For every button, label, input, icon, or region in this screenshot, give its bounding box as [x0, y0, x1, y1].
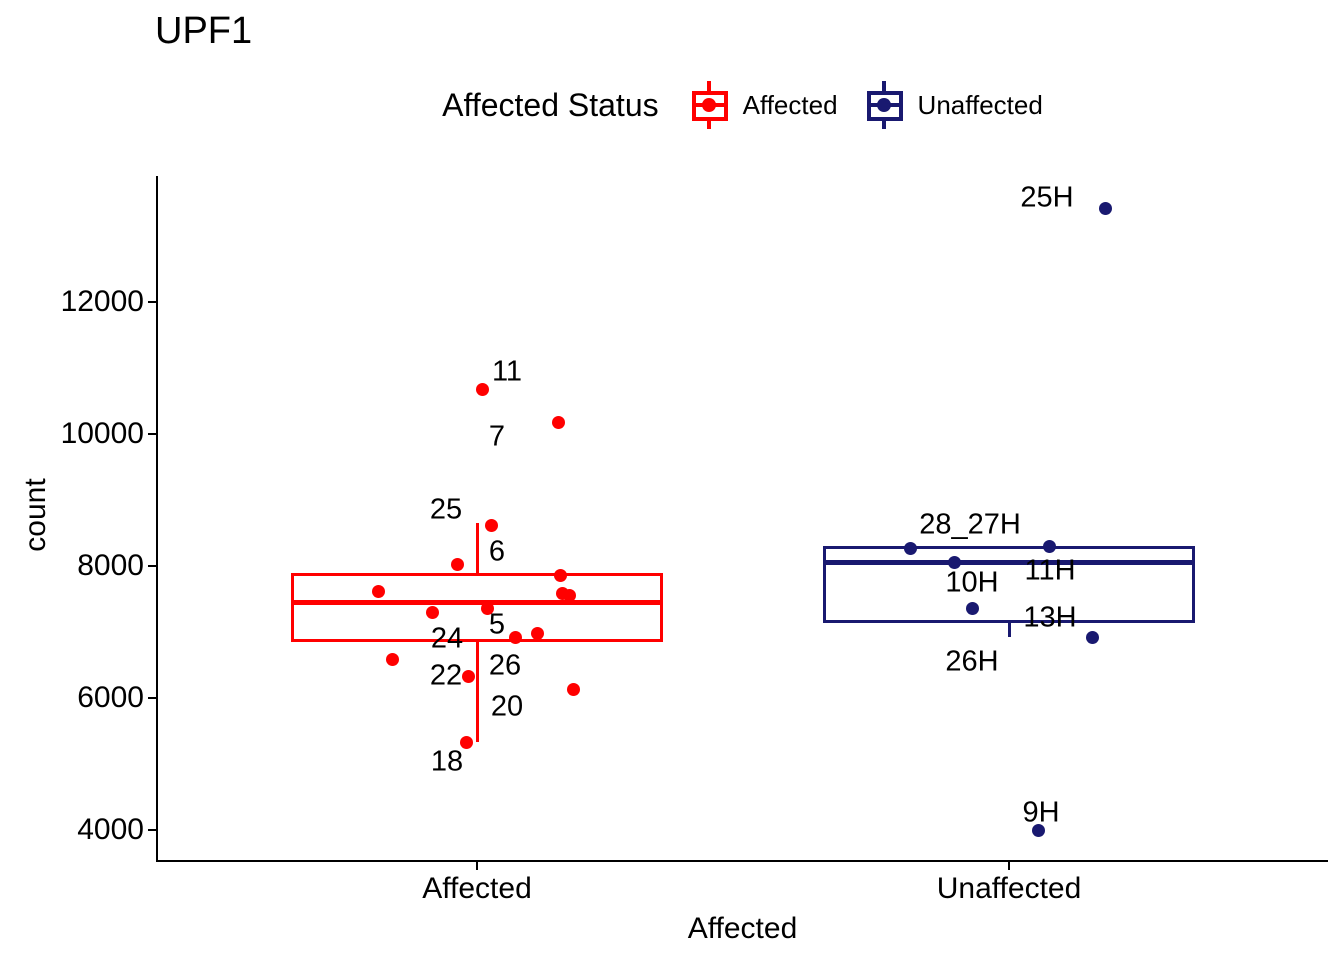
upper-whisker: [475, 523, 479, 573]
x-tick-label-unaffected: Unaffected: [936, 872, 1082, 905]
boxplot-key-icon: [864, 80, 904, 130]
point-label-24: 24: [430, 622, 464, 655]
lower-whisker: [475, 641, 479, 743]
y-tick-label: 4000: [77, 813, 144, 846]
data-point-11h: [1042, 540, 1056, 554]
y-tick-mark: [148, 697, 156, 699]
y-tick-mark: [148, 565, 156, 567]
legend-title: Affected Status: [442, 86, 659, 123]
data-point-20: [566, 682, 580, 696]
data-point-28_27h: [903, 541, 917, 555]
data-point: [553, 569, 567, 583]
y-tick-label: 10000: [60, 417, 144, 450]
y-tick-mark: [148, 301, 156, 303]
point-label-25h: 25H: [1020, 181, 1074, 214]
data-point: [562, 588, 576, 602]
point-label-25: 25: [429, 493, 463, 526]
legend-item-affected: Affected: [689, 80, 838, 130]
data-point-6: [484, 518, 498, 532]
data-point: [385, 653, 399, 667]
data-point-10h: [947, 555, 961, 569]
data-point-22: [461, 670, 475, 684]
data-point: [530, 627, 544, 641]
point-label-26h: 26H: [945, 645, 999, 678]
x-tick-label-affected: Affected: [422, 872, 532, 905]
box-affected: [291, 572, 663, 642]
x-tick-mark: [476, 862, 478, 870]
legend: Affected Status Affected Unaffected: [157, 76, 1328, 134]
y-axis-line: [156, 176, 158, 862]
x-axis-title: Affected: [687, 912, 798, 945]
point-label-7: 7: [488, 420, 506, 453]
point-label-20: 20: [490, 690, 524, 723]
data-point-5: [480, 601, 494, 615]
point-label-11h: 11H: [1024, 554, 1076, 587]
x-tick-mark: [1008, 862, 1010, 870]
data-point-9h: [1031, 824, 1045, 838]
data-point: [371, 585, 385, 599]
legend-item-unaffected: Unaffected: [864, 80, 1043, 130]
data-point-26: [508, 631, 522, 645]
y-tick-label: 8000: [77, 549, 144, 582]
point-label-18: 18: [430, 745, 464, 778]
plot-title: UPF1: [155, 10, 253, 52]
point-label-10h: 10H: [945, 566, 999, 599]
y-tick-mark: [148, 433, 156, 435]
data-point-25: [450, 558, 464, 572]
data-point-7: [551, 416, 565, 430]
median-line: [291, 599, 663, 605]
x-axis-line: [156, 860, 1328, 862]
point-label-22: 22: [429, 659, 463, 692]
point-label-13h: 13H: [1023, 601, 1077, 634]
legend-label-unaffected: Unaffected: [917, 89, 1043, 120]
lower-whisker: [1007, 622, 1011, 638]
data-point-24: [425, 605, 439, 619]
point-label-11: 11: [491, 355, 523, 388]
boxplot-key-icon: [689, 80, 729, 130]
legend-label-affected: Affected: [742, 89, 838, 120]
data-point-11: [475, 382, 489, 396]
point-label-26: 26: [488, 649, 522, 682]
median-line: [823, 559, 1195, 565]
y-tick-label: 12000: [60, 285, 144, 318]
point-label-9h: 9H: [1022, 796, 1060, 829]
point-label-5: 5: [488, 608, 506, 641]
y-tick-label: 6000: [77, 681, 144, 714]
point-label-28_27h: 28_27H: [919, 508, 1021, 541]
data-point-25h: [1098, 201, 1112, 215]
point-label-6: 6: [488, 535, 506, 568]
data-point-18: [459, 736, 473, 750]
data-point-26h: [965, 602, 979, 616]
data-point-13h: [1085, 630, 1099, 644]
y-tick-mark: [148, 829, 156, 831]
box-unaffected: [823, 546, 1195, 623]
